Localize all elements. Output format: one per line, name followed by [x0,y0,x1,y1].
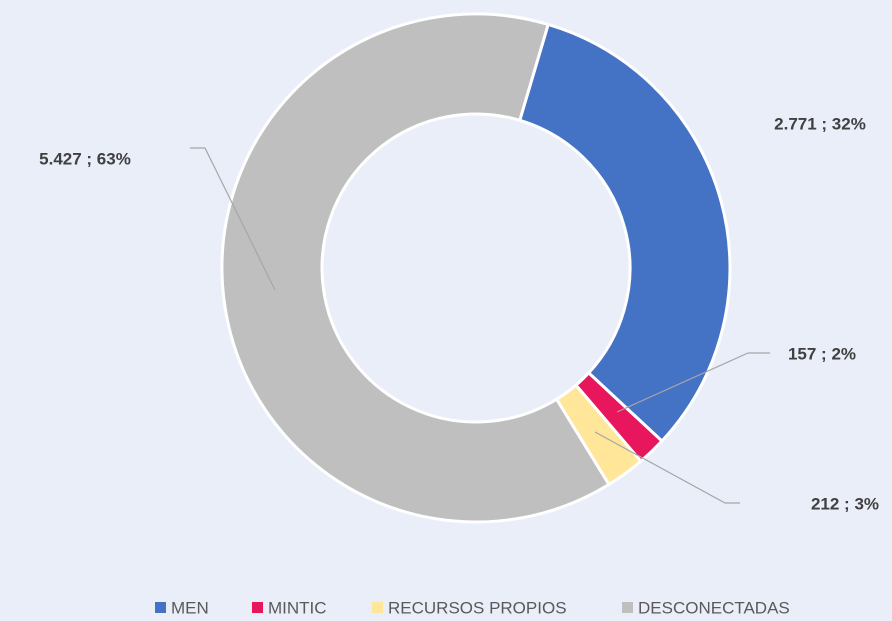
legend-swatch [252,602,263,613]
data-label: 157 ; 2% [788,344,856,363]
legend-swatch [372,602,383,613]
leader-line [594,431,740,504]
legend-label: DESCONECTADAS [638,598,790,617]
legend-swatch [155,602,166,613]
legend-swatch [622,602,633,613]
data-label: 212 ; 3% [811,494,879,513]
data-label: 5.427 ; 63% [39,149,131,168]
donut-slice [220,12,611,524]
leader-line [616,352,770,413]
data-label: 2.771 ; 32% [774,114,866,133]
donut-slice [517,22,732,444]
leader-line [190,147,276,291]
legend-label: MEN [171,598,209,617]
legend-label: MINTIC [268,598,327,617]
legend-label: RECURSOS PROPIOS [388,598,567,617]
